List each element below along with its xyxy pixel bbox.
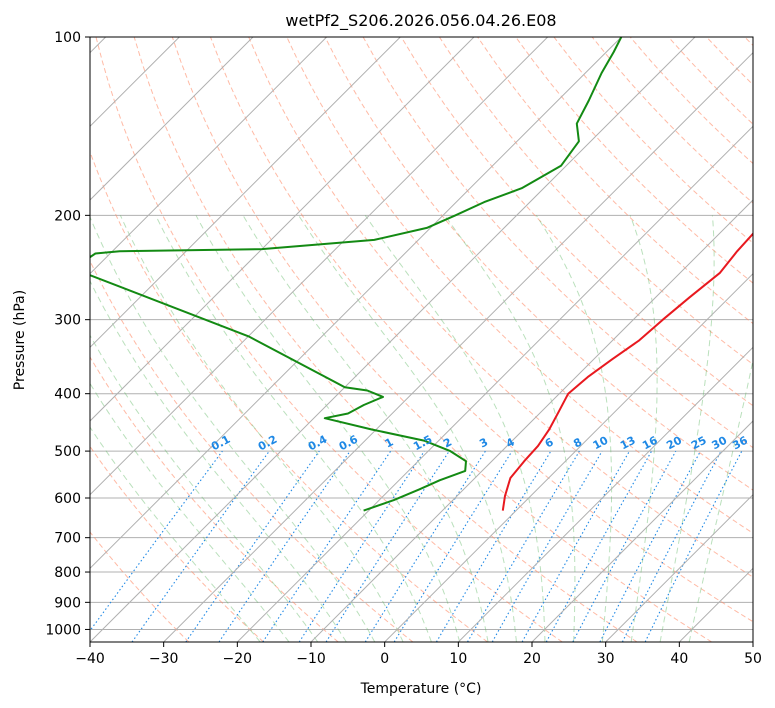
x-tick-label: 50: [744, 651, 762, 667]
mixing-ratio-line: [218, 450, 351, 642]
dry-adiabat-line: [400, 37, 753, 407]
dry-adiabat-line: [248, 37, 753, 578]
isotherm-line: [457, 346, 753, 642]
x-tick-label: −40: [75, 651, 105, 667]
y-tick-label: 700: [54, 531, 81, 547]
isotherm-line: [236, 125, 753, 642]
moist-adiabat-line: [629, 215, 658, 642]
y-tick-label: 200: [54, 208, 81, 224]
temperature-profile-line: [501, 232, 753, 511]
x-tick-label: −30: [149, 651, 179, 667]
mixing-ratio-label: 36: [730, 434, 750, 453]
x-tick-label: 10: [449, 651, 467, 667]
dry-adiabat-line: [90, 445, 264, 642]
isotherm-line: [90, 37, 254, 201]
moist-adiabat-line: [364, 215, 546, 642]
dry-adiabat-line: [324, 37, 753, 491]
moist-adiabat-line: [155, 215, 432, 642]
dry-adiabat-line: [171, 37, 712, 642]
mixing-ratio-lines: [90, 450, 743, 642]
dry-adiabat-line: [515, 37, 753, 284]
dewpoint-profile-line: [90, 37, 623, 512]
mixing-ratio-line: [545, 450, 653, 642]
moist-adiabat-line: [90, 426, 261, 642]
moist-adiabat-line: [90, 215, 376, 642]
moist-adiabat-line: [535, 215, 613, 642]
x-tick-label: 0: [380, 651, 389, 667]
moist-adiabat-line: [119, 215, 404, 642]
y-tick-label: 800: [54, 565, 81, 581]
x-axis-label: Temperature (°C): [360, 681, 482, 697]
moist-adiabat-line: [444, 215, 576, 642]
dry-adiabat-line: [438, 37, 753, 366]
mixing-ratio-line: [185, 450, 320, 642]
y-axis-label: Pressure (hPa): [12, 290, 28, 390]
mixing-ratio-line: [298, 450, 425, 642]
y-tick-label: 900: [54, 595, 81, 611]
isotherm-line: [384, 272, 753, 642]
chart-title: wetPf2_S206.2026.056.04.26.E08: [285, 11, 556, 31]
skewed-isotherms: [90, 37, 753, 642]
x-tick-label: −20: [223, 651, 253, 667]
x-tick-label: 40: [670, 651, 688, 667]
mixing-ratio-line: [393, 450, 513, 642]
mixing-ratio-line: [131, 450, 270, 642]
mixing-ratio-line: [262, 450, 392, 642]
x-tick-label: 20: [523, 651, 541, 667]
plot-frame: [89, 36, 754, 643]
dry-adiabat-line: [95, 37, 563, 642]
mixing-ratio-label: 13: [618, 434, 638, 453]
mixing-ratio-line: [572, 450, 677, 642]
y-tick-label: 300: [54, 313, 81, 329]
moist-adiabat-line: [90, 334, 319, 642]
moist-adiabat-line: [659, 215, 715, 642]
dry-adiabat-line: [90, 531, 190, 642]
mixing-ratio-label: 30: [710, 434, 730, 453]
moist-adiabat-line: [90, 279, 347, 642]
isotherm-line: [90, 37, 622, 570]
mixing-ratio-line: [521, 450, 630, 642]
mixing-ratio-line: [644, 450, 743, 642]
isotherm-line: [531, 420, 753, 642]
isotherm-line: [90, 37, 328, 275]
x-tick-label: −10: [296, 651, 326, 667]
isotherm-line: [90, 37, 401, 349]
mixing-ratio-label: 16: [640, 434, 660, 453]
y-tick-label: 600: [54, 491, 81, 507]
mixing-ratio-line: [325, 450, 450, 642]
y-axis: 1000 900 800 700 600 500 400 300 200 100: [45, 30, 90, 638]
dry-adiabat-line: [90, 356, 339, 642]
profile-lines: [90, 37, 753, 512]
dry-adiabat-line: [90, 150, 488, 642]
dry-adiabats: [90, 37, 753, 642]
isotherm-line: [90, 37, 475, 422]
mixing-ratio-label: 10: [591, 433, 611, 452]
mixing-ratio-label: 25: [689, 434, 709, 453]
x-tick-label: 30: [597, 651, 615, 667]
y-tick-label: 100: [54, 30, 81, 46]
moist-adiabat-line: [195, 215, 461, 642]
y-tick-label: 500: [54, 444, 81, 460]
dry-adiabat-line: [210, 37, 753, 623]
y-tick-label: 400: [54, 387, 81, 403]
isotherm-line: [163, 51, 753, 642]
pressure-grid: [90, 37, 753, 630]
isotherm-line: [90, 37, 549, 496]
mixing-ratio-label: 20: [664, 433, 684, 452]
isotherm-line: [605, 493, 753, 642]
x-axis: −40 −30 −20 −10 0 10 20 30 40 50: [75, 642, 762, 667]
y-tick-label: 1000: [45, 622, 81, 638]
isotherm-line: [90, 37, 696, 642]
dry-adiabat-line: [133, 37, 638, 642]
mixing-ratio-line: [90, 450, 223, 632]
isotherm-line: [310, 199, 753, 642]
